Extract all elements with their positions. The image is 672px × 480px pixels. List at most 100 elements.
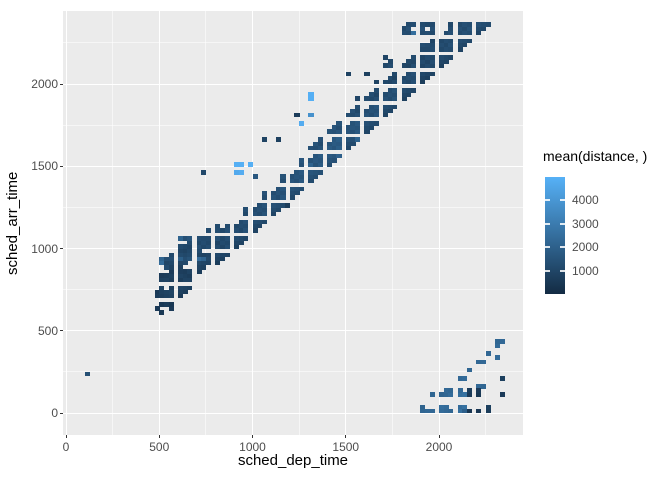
heatmap-tile — [411, 88, 417, 93]
heatmap-tile — [313, 174, 319, 180]
heatmap-tile — [201, 256, 207, 262]
heatmap-tile — [499, 338, 505, 344]
heatmap-tile — [350, 121, 356, 126]
heatmap-tile — [187, 256, 193, 262]
heatmap-tile — [411, 30, 417, 36]
heatmap-tile — [233, 227, 239, 233]
gridline-minor — [63, 42, 523, 44]
heatmap-tile — [331, 145, 337, 151]
heatmap-tile — [364, 121, 370, 126]
heatmap-tile — [466, 38, 473, 44]
legend-tick-label: 4000 — [572, 193, 599, 208]
heatmap-tile — [425, 46, 431, 52]
heatmap-tile — [373, 108, 379, 114]
heatmap-tile — [159, 289, 165, 295]
gridline-major — [65, 11, 67, 435]
heatmap-tile — [383, 92, 389, 97]
heatmap-tile — [313, 153, 319, 159]
heatmap-tile — [466, 26, 473, 31]
gridline-minor — [63, 289, 523, 291]
heatmap-tile — [420, 30, 426, 36]
heatmap-tile — [168, 264, 174, 270]
heatmap-tile — [364, 108, 370, 114]
heatmap-tile — [257, 223, 263, 229]
heatmap-tile — [308, 162, 314, 167]
heatmap-tile — [439, 55, 445, 60]
heatmap-tile — [411, 59, 417, 64]
heatmap-tile — [182, 273, 188, 278]
heatmap-tile — [177, 236, 183, 241]
y-tick-label: 1500 — [31, 159, 58, 174]
heatmap-tile — [294, 112, 300, 118]
heatmap-tile — [448, 22, 454, 27]
heatmap-tile — [159, 256, 165, 262]
heatmap-tile — [443, 55, 449, 60]
heatmap-tile — [177, 260, 183, 266]
heatmap-tile — [448, 38, 454, 44]
heatmap-tile — [252, 207, 258, 212]
heatmap-tile — [154, 293, 160, 299]
x-axis-tick — [252, 435, 253, 438]
heatmap-tile — [224, 227, 230, 233]
heatmap-tile — [462, 375, 468, 381]
heatmap-tile — [443, 30, 449, 36]
heatmap-tile — [163, 260, 170, 266]
heatmap-tile — [313, 170, 319, 175]
heatmap-tile — [425, 55, 431, 60]
heatmap-tile — [466, 392, 473, 397]
heatmap-tile — [168, 260, 174, 266]
heatmap-tile — [196, 236, 202, 241]
gridline-major — [438, 11, 440, 435]
heatmap-tile — [364, 71, 370, 77]
heatmap-tile — [196, 248, 202, 254]
heatmap-tile — [406, 75, 412, 81]
heatmap-tile — [196, 240, 202, 245]
heatmap-tile — [187, 248, 193, 254]
heatmap-tile — [331, 125, 337, 130]
heatmap-tile — [425, 22, 431, 27]
heatmap-tile — [215, 223, 221, 229]
y-tick-label: 1000 — [31, 241, 58, 256]
heatmap-tile — [201, 236, 207, 241]
heatmap-tile — [159, 277, 165, 282]
heatmap-tile — [163, 289, 170, 295]
heatmap-tile — [462, 38, 468, 44]
heatmap-tile — [364, 96, 370, 101]
heatmap-tile — [439, 404, 445, 410]
heatmap-tile — [196, 252, 202, 258]
heatmap-tile — [280, 190, 286, 196]
heatmap-tile — [383, 55, 389, 60]
heatmap-tile — [373, 112, 379, 118]
heatmap-tile — [233, 244, 239, 249]
legend-title: mean(distance, ) — [543, 148, 648, 164]
heatmap-tile — [439, 408, 445, 414]
heatmap-tile — [429, 46, 435, 52]
heatmap-tile — [466, 30, 473, 36]
heatmap-tile — [182, 256, 188, 262]
heatmap-tile — [177, 264, 183, 270]
heatmap-tile — [233, 223, 239, 229]
heatmap-tile — [154, 289, 160, 295]
heatmap-tile — [392, 79, 398, 85]
heatmap-tile — [476, 359, 482, 365]
heatmap-tile — [443, 388, 449, 393]
heatmap-tile — [411, 75, 417, 81]
heatmap-tile — [308, 92, 314, 97]
heatmap-tile — [499, 392, 505, 397]
heatmap-tile — [439, 42, 445, 48]
heatmap-tile — [168, 285, 174, 291]
heatmap-tile — [448, 26, 454, 31]
heatmap-tile — [201, 252, 207, 258]
heatmap-tile — [401, 30, 407, 36]
gridline-major — [63, 248, 523, 249]
heatmap-tile — [201, 260, 207, 266]
heatmap-tile — [480, 22, 487, 27]
heatmap-tile — [411, 55, 417, 60]
heatmap-tile — [252, 223, 258, 229]
heatmap-tile — [261, 203, 267, 208]
x-axis-tick — [438, 435, 440, 438]
heatmap-tile — [355, 104, 361, 110]
heatmap-tile — [387, 75, 393, 81]
legend: mean(distance, ) 4000 3000 2000 1000 — [536, 140, 672, 320]
gridline-minor — [298, 11, 300, 435]
